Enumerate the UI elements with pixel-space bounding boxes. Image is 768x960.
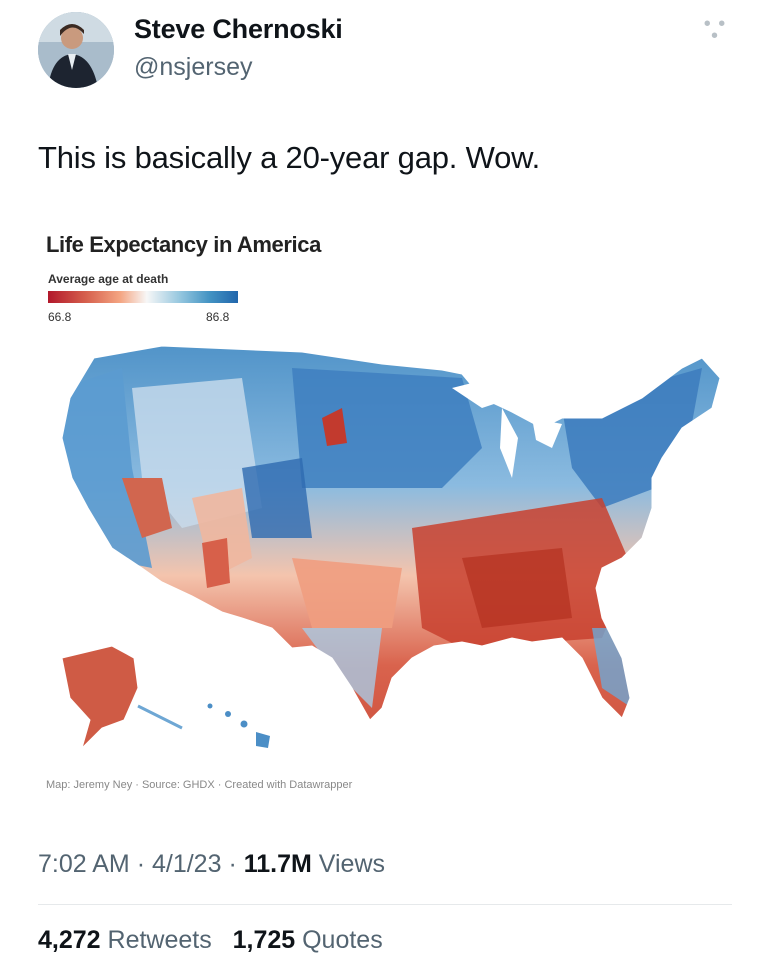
meta-separator: · [228, 850, 244, 878]
tweet-time[interactable]: 7:02 AM [38, 850, 130, 878]
user-handle[interactable]: @nsjersey [134, 53, 253, 81]
quotes-count: 1,725 [232, 926, 296, 954]
legend-max-value: 86.8 [206, 310, 230, 324]
tweet-stats: 4,272 Retweets 1,725 Quotes [38, 926, 383, 955]
more-icon[interactable]: • • • [703, 13, 727, 47]
legend-color-scale [48, 291, 238, 303]
quotes-label: Quotes [302, 926, 383, 954]
retweets-label: Retweets [107, 926, 212, 954]
meta-separator: · [136, 850, 152, 878]
divider [38, 904, 732, 905]
map-credit: Map: Jeremy Ney · Source: GHDX · Created… [46, 779, 353, 791]
retweets-stat[interactable]: 4,272 Retweets [38, 926, 219, 954]
views-label: Views [318, 850, 386, 878]
legend-label: Average age at death [48, 272, 169, 286]
tweet-text: This is basically a 20-year gap. Wow. [38, 140, 541, 175]
map-image[interactable]: Life Expectancy in America Average age a… [34, 216, 736, 806]
legend-min-value: 66.8 [48, 310, 72, 324]
map-title: Life Expectancy in America [46, 232, 321, 257]
retweets-count: 4,272 [38, 926, 101, 954]
choropleth-map [42, 328, 732, 778]
display-name[interactable]: Steve Chernoski [134, 14, 343, 44]
tweet-meta: 7:02 AM · 4/1/23 · 11.7M Views [38, 850, 385, 879]
avatar-photo [38, 12, 114, 88]
tweet-date[interactable]: 4/1/23 [151, 850, 222, 878]
quotes-stat[interactable]: 1,725 Quotes [233, 926, 383, 954]
views-count: 11.7M [243, 850, 312, 878]
avatar[interactable] [38, 12, 114, 88]
